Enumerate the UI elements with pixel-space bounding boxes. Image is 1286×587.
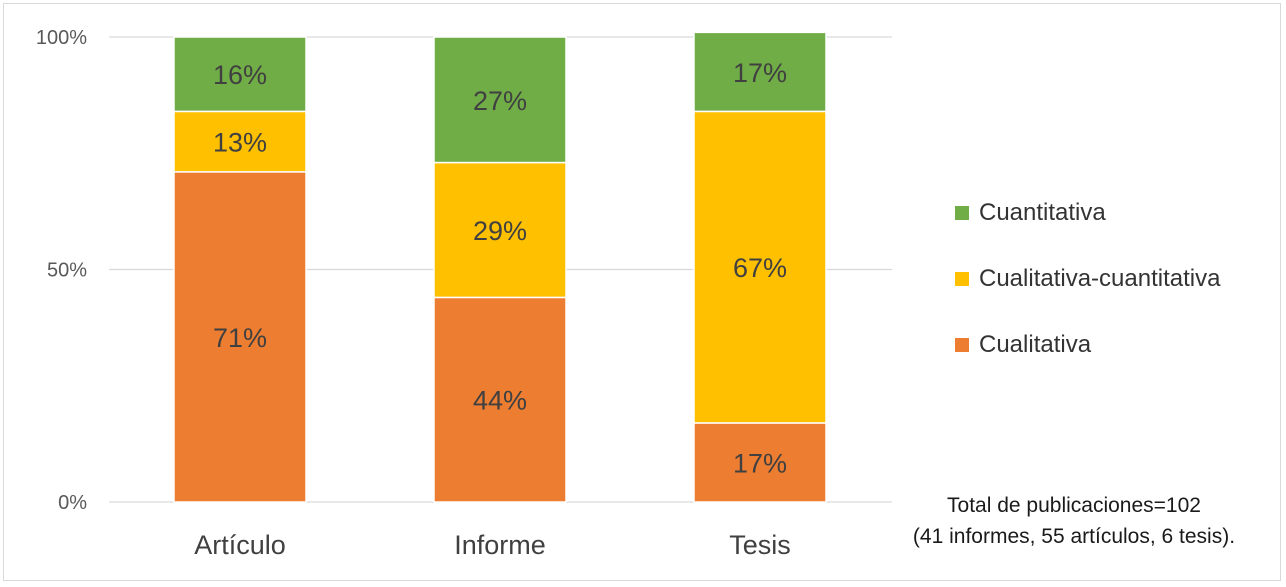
data-label-articulo-cuantitativa: 16% [213,60,267,90]
footnote-line-total: Total de publicaciones=102 [947,494,1201,517]
bar-informe-cualitativa [433,296,567,503]
x-tick-label-tesis: Tesis [729,530,791,560]
bar-informe-cualitativa-cuantitativa [433,161,567,299]
footnote: Total de publicaciones=102 (41 informes,… [872,490,1276,552]
x-tick-label-informe: Informe [454,530,546,560]
y-tick-label-50: 50% [47,260,87,282]
bar-articulo-cuantitativa [173,36,307,113]
bar-articulo-cualitativa-cuantitativa [173,110,307,173]
x-tick-label-articulo: Artículo [194,530,286,560]
legend-swatch-cuantitativa [955,206,969,220]
data-label-tesis-cualitativa: 17% [733,448,787,478]
data-label-informe-cuantitativa: 27% [473,86,527,116]
data-label-tesis-cualitativa-cuantitativa: 67% [733,253,787,283]
legend-label-cuantitativa: Cuantitativa [979,199,1106,226]
stacked-bar-chart: 0% 50% 100% 71% 13% 16% Artículo 44% 29% 27% Infor… [36,27,892,560]
data-label-informe-cualitativa-cuantitativa: 29% [473,216,527,246]
bar-articulo-cualitativa [173,171,307,503]
legend-item-cuantitativa: Cuantitativa [955,196,1220,230]
data-label-informe-cualitativa: 44% [473,386,527,416]
legend-label-cualitativa-cuantitativa: Cualitativa-cuantitativa [979,265,1221,292]
legend-item-cualitativa-cuantitativa: Cualitativa-cuantitativa [955,262,1220,296]
legend-swatch-cualitativa-cuantitativa [955,272,969,286]
y-tick-label-100: 100% [36,27,87,49]
legend-item-cualitativa: Cualitativa [955,328,1220,362]
chart-area: 0% 50% 100% 71% 13% 16% Artículo 44% 29% 27% Infor… [3,3,1281,581]
legend-label-cualitativa: Cualitativa [979,331,1092,358]
bar-tesis-cuantitativa [693,31,827,113]
data-label-articulo-cualitativa-cuantitativa: 13% [213,128,267,158]
bar-informe-cuantitativa [433,36,567,164]
y-tick-label-0: 0% [58,492,87,514]
legend-swatch-cualitativa [955,338,969,352]
footnote-line-breakdown: (41 informes, 55 artículos, 6 tesis). [912,525,1236,548]
bar-tesis-cualitativa [693,422,827,503]
data-label-tesis-cuantitativa: 17% [733,58,787,88]
legend: Cuantitativa Cualitativa-cuantitativa Cu… [955,196,1220,394]
data-label-articulo-cualitativa: 71% [213,323,267,353]
bar-tesis-cualitativa-cuantitativa [693,110,827,424]
